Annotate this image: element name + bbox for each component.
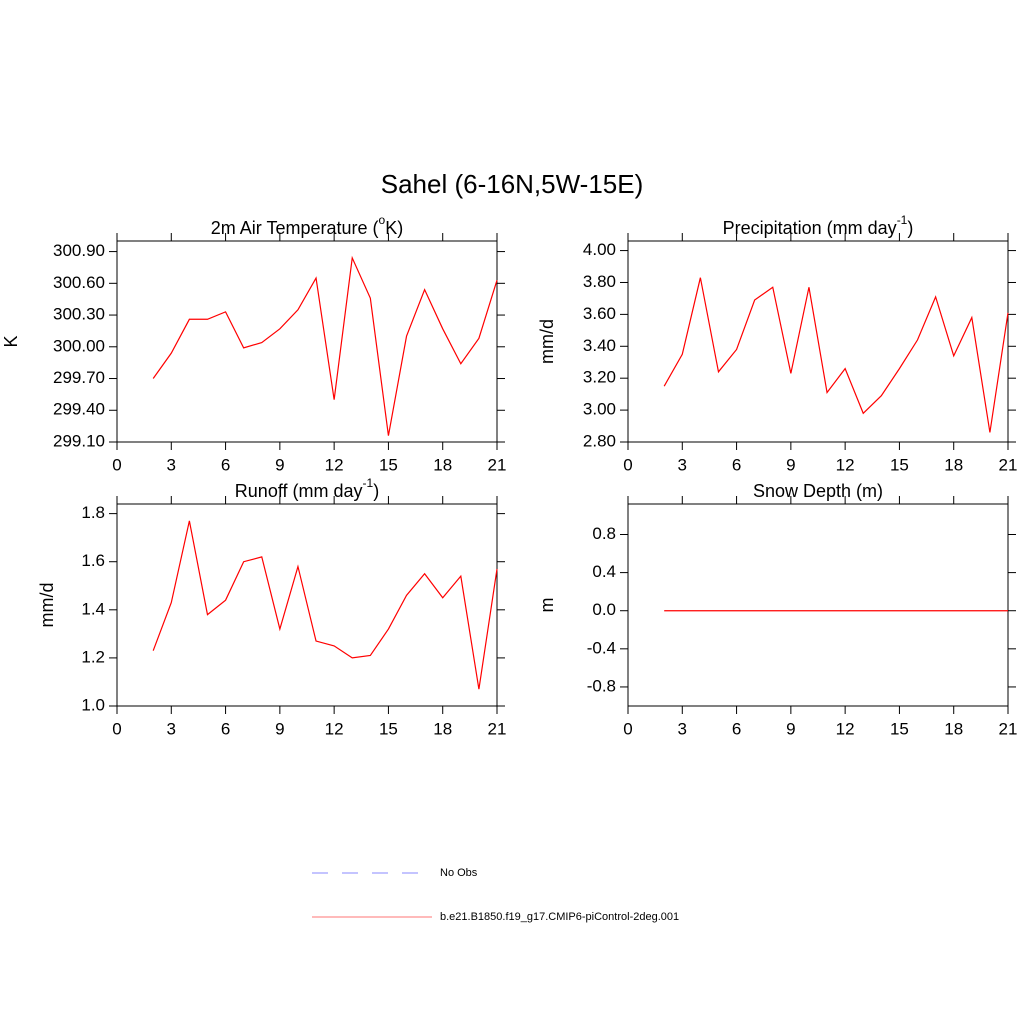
plot-frame bbox=[116, 240, 498, 443]
y-tick-label: 3.80 bbox=[583, 272, 616, 291]
y-tick-label: 299.10 bbox=[53, 431, 105, 450]
data-line bbox=[152, 255, 498, 436]
x-tick-label: 18 bbox=[944, 719, 963, 738]
x-tick-label: 0 bbox=[112, 719, 121, 738]
y-tick-label: 1.2 bbox=[81, 647, 105, 666]
y-tick-label: -0.8 bbox=[587, 676, 616, 695]
plot-frame bbox=[627, 503, 1009, 707]
x-tick-label: 15 bbox=[379, 455, 398, 474]
y-tick-label: 0.4 bbox=[592, 562, 616, 581]
y-tick-label: 3.20 bbox=[583, 368, 616, 387]
data-line bbox=[663, 277, 1009, 433]
y-tick-label: 1.4 bbox=[81, 599, 105, 618]
x-tick-label: 9 bbox=[275, 719, 284, 738]
x-tick-label: 21 bbox=[488, 719, 507, 738]
panel-title: 2m Air Temperature (oK) bbox=[211, 213, 403, 238]
y-tick-label: 4.00 bbox=[583, 240, 616, 259]
x-tick-label: 9 bbox=[786, 455, 795, 474]
figure-title: Sahel (6-16N,5W-15E) bbox=[381, 169, 644, 199]
x-tick-label: 12 bbox=[836, 455, 855, 474]
title-part: 2m Air Temperature ( bbox=[211, 218, 379, 238]
title-part: K) bbox=[385, 218, 403, 238]
x-tick-label: 15 bbox=[890, 455, 909, 474]
y-axis-label: m bbox=[537, 598, 557, 613]
x-tick-label: 9 bbox=[275, 455, 284, 474]
x-tick-label: 3 bbox=[167, 455, 176, 474]
y-tick-label: 3.40 bbox=[583, 336, 616, 355]
y-axis-label: K bbox=[1, 335, 21, 347]
legend-entry: No Obs bbox=[312, 867, 478, 879]
title-part: ) bbox=[373, 481, 379, 501]
y-axis-label: mm/d bbox=[537, 319, 557, 364]
y-tick-label: 3.60 bbox=[583, 304, 616, 323]
x-tick-label: 15 bbox=[379, 719, 398, 738]
x-tick-label: 0 bbox=[623, 455, 632, 474]
x-tick-label: 0 bbox=[112, 455, 121, 474]
legend-entry: b.e21.B1850.f19_g17.CMIP6-piControl-2deg… bbox=[312, 911, 679, 923]
y-tick-label: 300.00 bbox=[53, 336, 105, 355]
x-tick-label: 21 bbox=[488, 455, 507, 474]
panel: 2m Air Temperature (oK) K 0 3 6 9 12 15 18 21 299.… bbox=[1, 213, 507, 474]
y-tick-label: 2.80 bbox=[583, 431, 616, 450]
x-tick-label: 18 bbox=[944, 455, 963, 474]
data-line bbox=[152, 520, 498, 690]
x-tick-label: 12 bbox=[325, 455, 344, 474]
panel: Snow Depth (m) m 0 3 6 9 12 15 18 21 -0.8 -0.4 0.0 0.… bbox=[537, 481, 1018, 739]
y-tick-label: 300.90 bbox=[53, 241, 105, 260]
title-part: ) bbox=[907, 218, 913, 238]
y-tick-label: 1.6 bbox=[81, 551, 105, 570]
x-tick-label: 0 bbox=[623, 719, 632, 738]
x-tick-label: 3 bbox=[167, 719, 176, 738]
x-tick-label: 12 bbox=[836, 719, 855, 738]
title-superscript: -1 bbox=[363, 476, 374, 490]
x-tick-label: 15 bbox=[890, 719, 909, 738]
y-tick-label: 0.0 bbox=[592, 600, 616, 619]
panel-title: Precipitation (mm day-1) bbox=[723, 213, 914, 238]
title-superscript: -1 bbox=[897, 213, 908, 227]
panel: Precipitation (mm day-1) mm/d 0 3 6 9 12 15 18 21… bbox=[537, 213, 1018, 474]
y-tick-label: 3.00 bbox=[583, 400, 616, 419]
y-tick-label: 0.8 bbox=[592, 524, 616, 543]
plot-frame bbox=[627, 240, 1009, 443]
title-part: Runoff (mm day bbox=[235, 481, 363, 501]
plot-frame bbox=[116, 503, 498, 707]
y-tick-label: 300.60 bbox=[53, 273, 105, 292]
x-tick-label: 6 bbox=[732, 455, 741, 474]
title-part: Precipitation (mm day bbox=[723, 218, 897, 238]
x-tick-label: 21 bbox=[999, 455, 1018, 474]
y-tick-label: 299.40 bbox=[53, 400, 105, 419]
y-tick-label: -0.4 bbox=[587, 638, 616, 657]
title-part: Snow Depth (m) bbox=[753, 481, 883, 501]
x-tick-label: 21 bbox=[999, 719, 1018, 738]
panel: Runoff (mm day-1) mm/d 0 3 6 9 12 15 18 21 1.0 1.2 1… bbox=[37, 476, 507, 738]
x-tick-label: 18 bbox=[433, 719, 452, 738]
y-tick-label: 300.30 bbox=[53, 305, 105, 324]
panel-title: Snow Depth (m) bbox=[753, 481, 883, 501]
x-tick-label: 6 bbox=[221, 719, 230, 738]
y-tick-label: 1.8 bbox=[81, 503, 105, 522]
x-tick-label: 6 bbox=[732, 719, 741, 738]
legend-label: b.e21.B1850.f19_g17.CMIP6-piControl-2deg… bbox=[440, 911, 679, 923]
panel-title: Runoff (mm day-1) bbox=[235, 476, 379, 501]
x-tick-label: 12 bbox=[325, 719, 344, 738]
x-tick-label: 6 bbox=[221, 455, 230, 474]
title-superscript: o bbox=[379, 213, 386, 227]
x-tick-label: 9 bbox=[786, 719, 795, 738]
legend-label: No Obs bbox=[440, 867, 478, 879]
y-axis-label: mm/d bbox=[37, 583, 57, 628]
x-tick-label: 3 bbox=[678, 719, 687, 738]
x-tick-label: 18 bbox=[433, 455, 452, 474]
x-tick-label: 3 bbox=[678, 455, 687, 474]
y-tick-label: 1.0 bbox=[81, 695, 105, 714]
y-tick-label: 299.70 bbox=[53, 368, 105, 387]
